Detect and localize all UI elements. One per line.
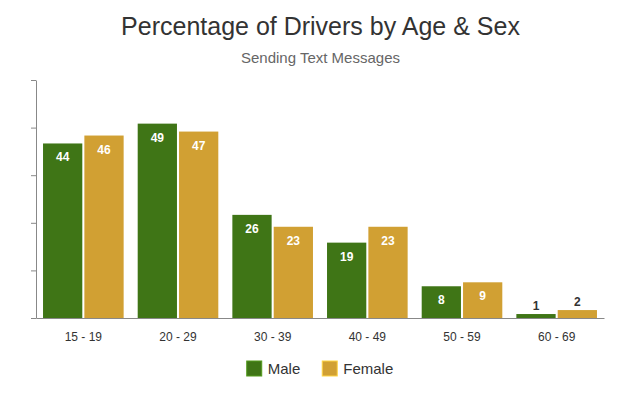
data-label: 1 (533, 299, 540, 313)
chart: Percentage of Drivers by Age & Sex Sendin… (0, 0, 641, 395)
legend-item: Female (322, 360, 393, 377)
bar (422, 286, 461, 318)
bar (368, 227, 407, 318)
x-tick: 50 - 59 (443, 318, 481, 344)
bar (84, 136, 123, 318)
x-tick: 60 - 69 (538, 318, 576, 344)
bar (179, 132, 218, 318)
data-label: 47 (192, 139, 206, 153)
legend-label: Male (268, 360, 301, 377)
bar (232, 215, 271, 318)
y-tick (31, 175, 36, 176)
data-label: 9 (479, 289, 486, 303)
y-tick-mark (31, 175, 36, 176)
legend-swatch (247, 361, 262, 376)
x-tick-label: 60 - 69 (538, 330, 576, 344)
y-axis (31, 81, 37, 319)
bar (463, 282, 502, 318)
x-axis-line (37, 318, 605, 319)
y-tick (31, 128, 36, 129)
data-label: 44 (56, 150, 70, 164)
y-tick (31, 270, 36, 271)
data-labels: 44 49 26 19 8 1 46 47 23 23 9 2 (56, 131, 581, 313)
x-tick: 30 - 39 (254, 318, 292, 344)
y-tick (31, 80, 36, 81)
legend: Male Female (247, 360, 394, 377)
x-tick: 40 - 49 (349, 318, 387, 344)
subtitle: Sending Text Messages (241, 49, 400, 66)
data-label: 8 (438, 293, 445, 307)
bar (43, 143, 82, 318)
y-tick (31, 223, 36, 224)
legend-item: Male (247, 360, 301, 377)
data-label: 23 (287, 234, 301, 248)
bar (138, 124, 177, 318)
bars (43, 124, 597, 318)
data-label: 46 (97, 143, 111, 157)
x-tick-label: 50 - 59 (443, 330, 481, 344)
bar (558, 310, 597, 318)
x-tick-label: 15 - 19 (65, 330, 103, 344)
x-tick-label: 20 - 29 (159, 330, 197, 344)
x-tick: 20 - 29 (159, 318, 197, 344)
x-axis: 15 - 19 20 - 29 30 - 39 40 - 49 50 - 59 60 - … (37, 318, 605, 344)
y-tick-mark (31, 128, 36, 129)
y-tick-mark (31, 80, 36, 81)
bar (327, 243, 366, 318)
x-tick-label: 30 - 39 (254, 330, 292, 344)
y-tick-mark (31, 318, 36, 319)
y-axis-line (36, 81, 37, 319)
data-label: 2 (574, 295, 581, 309)
legend-swatch (322, 361, 337, 376)
y-tick (31, 318, 36, 319)
data-label: 23 (381, 234, 395, 248)
x-tick-label: 40 - 49 (349, 330, 387, 344)
data-label: 26 (245, 222, 259, 236)
title: Percentage of Drivers by Age & Sex (121, 12, 520, 40)
bar (516, 314, 555, 318)
x-tick: 15 - 19 (65, 318, 103, 344)
bar (274, 227, 313, 318)
y-tick-mark (31, 270, 36, 271)
data-label: 49 (151, 131, 165, 145)
data-label: 19 (340, 250, 354, 264)
y-tick-mark (31, 223, 36, 224)
legend-label: Female (343, 360, 393, 377)
